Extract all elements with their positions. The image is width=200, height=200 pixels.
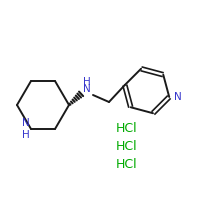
Text: HCl: HCl (116, 140, 138, 154)
Text: N: N (174, 92, 181, 102)
Text: N: N (22, 118, 30, 128)
Text: HCl: HCl (116, 122, 138, 136)
Text: N: N (83, 84, 91, 94)
Text: H: H (22, 130, 30, 140)
Text: H: H (83, 77, 91, 87)
Text: HCl: HCl (116, 158, 138, 171)
